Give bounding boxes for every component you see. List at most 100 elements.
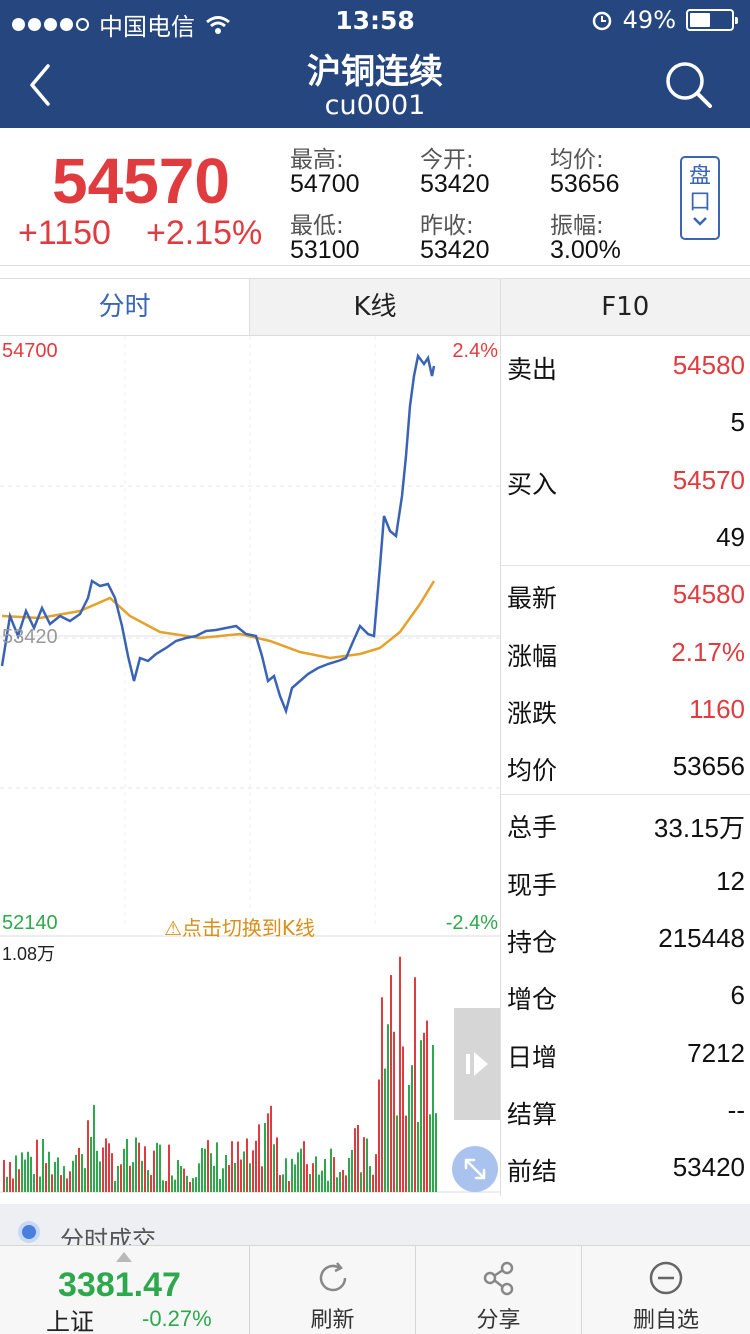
chart-top-pct: 2.4%: [452, 340, 498, 362]
expand-fullscreen-button[interactable]: [452, 1146, 498, 1192]
orderbook-key: 现手: [507, 870, 558, 900]
orderbook-row: 现手 12: [501, 852, 750, 909]
page-title: 沪铜连续: [307, 52, 443, 92]
high-label: 最高:: [290, 147, 344, 173]
orderbook-row: 最新 54580: [501, 565, 750, 622]
wifi-icon: [206, 15, 230, 34]
orderbook-key: 卖出: [507, 355, 558, 384]
orderbook-value: 49: [716, 521, 745, 552]
expand-icon: [464, 1158, 486, 1180]
orderbook-value: 54580: [672, 579, 745, 610]
price-line: [0, 353, 436, 715]
orderbook-key: 持仓: [507, 928, 558, 957]
orderbook-key: 结算: [507, 1099, 558, 1129]
orderbook-value: 2.17%: [671, 636, 745, 667]
order-book-button[interactable]: 盘口: [680, 156, 720, 240]
orderbook-key: 最新: [507, 584, 558, 614]
remove-watchlist-button[interactable]: 删自选: [582, 1246, 750, 1334]
orderbook-divider: [501, 565, 750, 567]
orderbook-row: 均价 53656: [501, 737, 750, 794]
orderbook-divider: [501, 794, 750, 796]
orderbook-value: 1160: [689, 693, 745, 724]
orderbook-row: 日增 7212: [501, 1024, 750, 1081]
quote-panel: 54570 +1150 +2.15% 最高: 54700 今开: 53420 均…: [0, 128, 750, 266]
orderbook-value: 54580: [672, 350, 745, 380]
tab-intraday[interactable]: 分时: [0, 279, 250, 335]
app-header: 中国电信 13:58 49% 沪铜连续 cu0001: [0, 0, 750, 128]
open-value: 53420: [420, 170, 490, 198]
orderbook-row: 总手 33.15万: [501, 794, 750, 851]
orderbook-row: 增仓 6: [501, 966, 750, 1023]
chart-top-price: 54700: [2, 340, 58, 362]
high-value: 54700: [290, 170, 360, 198]
low-label: 最低:: [290, 213, 344, 239]
orderbook-row: 涨幅 2.17%: [501, 623, 750, 680]
index-ticker[interactable]: 3381.47 上证 -0.27%: [0, 1246, 250, 1334]
tab-kline[interactable]: K线: [249, 279, 500, 335]
alarm-icon: [592, 11, 611, 31]
avg-price-line: [1, 580, 436, 660]
share-icon: [483, 1261, 513, 1296]
orderbook-value: 53420: [672, 1152, 745, 1183]
orderbook-value: 12: [716, 865, 745, 896]
intraday-chart[interactable]: 54700 2.4% 53420 52140 -2.4% 1.08万 ⚠点击切换…: [0, 336, 500, 1196]
orderbook-key: 前结: [507, 1157, 558, 1187]
open-label: 今开:: [420, 147, 474, 173]
orderbook-value: 53656: [672, 751, 745, 782]
orderbook-key: 买入: [507, 469, 558, 499]
share-label: 分享: [476, 1308, 521, 1333]
back-chevron-icon[interactable]: [22, 60, 66, 110]
orderbook-value: --: [727, 1094, 745, 1125]
chart-bottom-pct: -2.4%: [445, 912, 498, 934]
prev-close-label: 昨收:: [420, 213, 474, 239]
orderbook-value: 5: [730, 407, 745, 438]
volume-max-label: 1.08万: [2, 944, 56, 964]
order-book-label: 盘口: [689, 164, 712, 215]
battery-percent: 49%: [622, 6, 676, 34]
orderbook-row: 结算 --: [501, 1081, 750, 1138]
price-change: +1150: [18, 214, 111, 252]
orderbook-row: 涨跌 1160: [501, 680, 750, 737]
refresh-icon: [319, 1262, 346, 1292]
status-bar: 中国电信 13:58 49%: [0, 0, 750, 41]
index-value: 3381.47: [58, 1266, 181, 1304]
minus-circle-icon: [649, 1261, 683, 1295]
avg-value: 53656: [550, 170, 620, 198]
tab-f10[interactable]: F10: [499, 279, 750, 335]
battery-group: 49%: [591, 6, 738, 34]
orderbook-key: 均价: [507, 756, 558, 786]
avg-label: 均价:: [550, 147, 604, 173]
index-name: 上证: [46, 1308, 94, 1334]
bottom-toolbar: 3381.47 上证 -0.27% 刷新 分享 删自选: [0, 1245, 750, 1334]
orderbook-value: 7212: [687, 1037, 745, 1068]
refresh-label: 刷新: [310, 1308, 355, 1333]
index-change: -0.27%: [142, 1306, 212, 1331]
orderbook-key: 涨幅: [507, 641, 558, 671]
play-button[interactable]: [454, 1008, 500, 1120]
caret-up-icon: [116, 1252, 132, 1262]
orderbook-value: 6: [730, 980, 745, 1011]
prev-close-value: 53420: [420, 236, 490, 264]
orderbook-key: 增仓: [507, 985, 558, 1015]
chart-bottom-price: 52140: [2, 912, 58, 934]
battery-icon: [686, 9, 738, 31]
orderbook-key: 日增: [507, 1042, 558, 1072]
orderbook-value: 33.15万: [653, 813, 745, 844]
orderbook-value: 215448: [658, 923, 745, 953]
search-icon[interactable]: [664, 60, 714, 110]
share-button[interactable]: 分享: [416, 1246, 582, 1334]
refresh-button[interactable]: 刷新: [250, 1246, 416, 1334]
signal-strength-icon: [12, 18, 89, 31]
price-change-pct: +2.15%: [146, 214, 263, 252]
chart-tabs: 分时 K线 F10: [0, 278, 750, 336]
chart-canvas: [0, 336, 500, 1193]
orderbook-value: 54570: [672, 464, 745, 495]
trade-details-section[interactable]: 分时成交: [0, 1204, 750, 1254]
radio-dot-icon: [22, 1225, 36, 1239]
amplitude-label: 振幅:: [550, 213, 604, 239]
play-icon: [466, 1052, 488, 1076]
switch-to-kline-hint[interactable]: ⚠点击切换到K线: [164, 916, 316, 940]
orderbook-key: 总手: [507, 813, 558, 843]
orderbook-row: 49: [501, 508, 750, 565]
amplitude-value: 3.00%: [550, 236, 621, 264]
